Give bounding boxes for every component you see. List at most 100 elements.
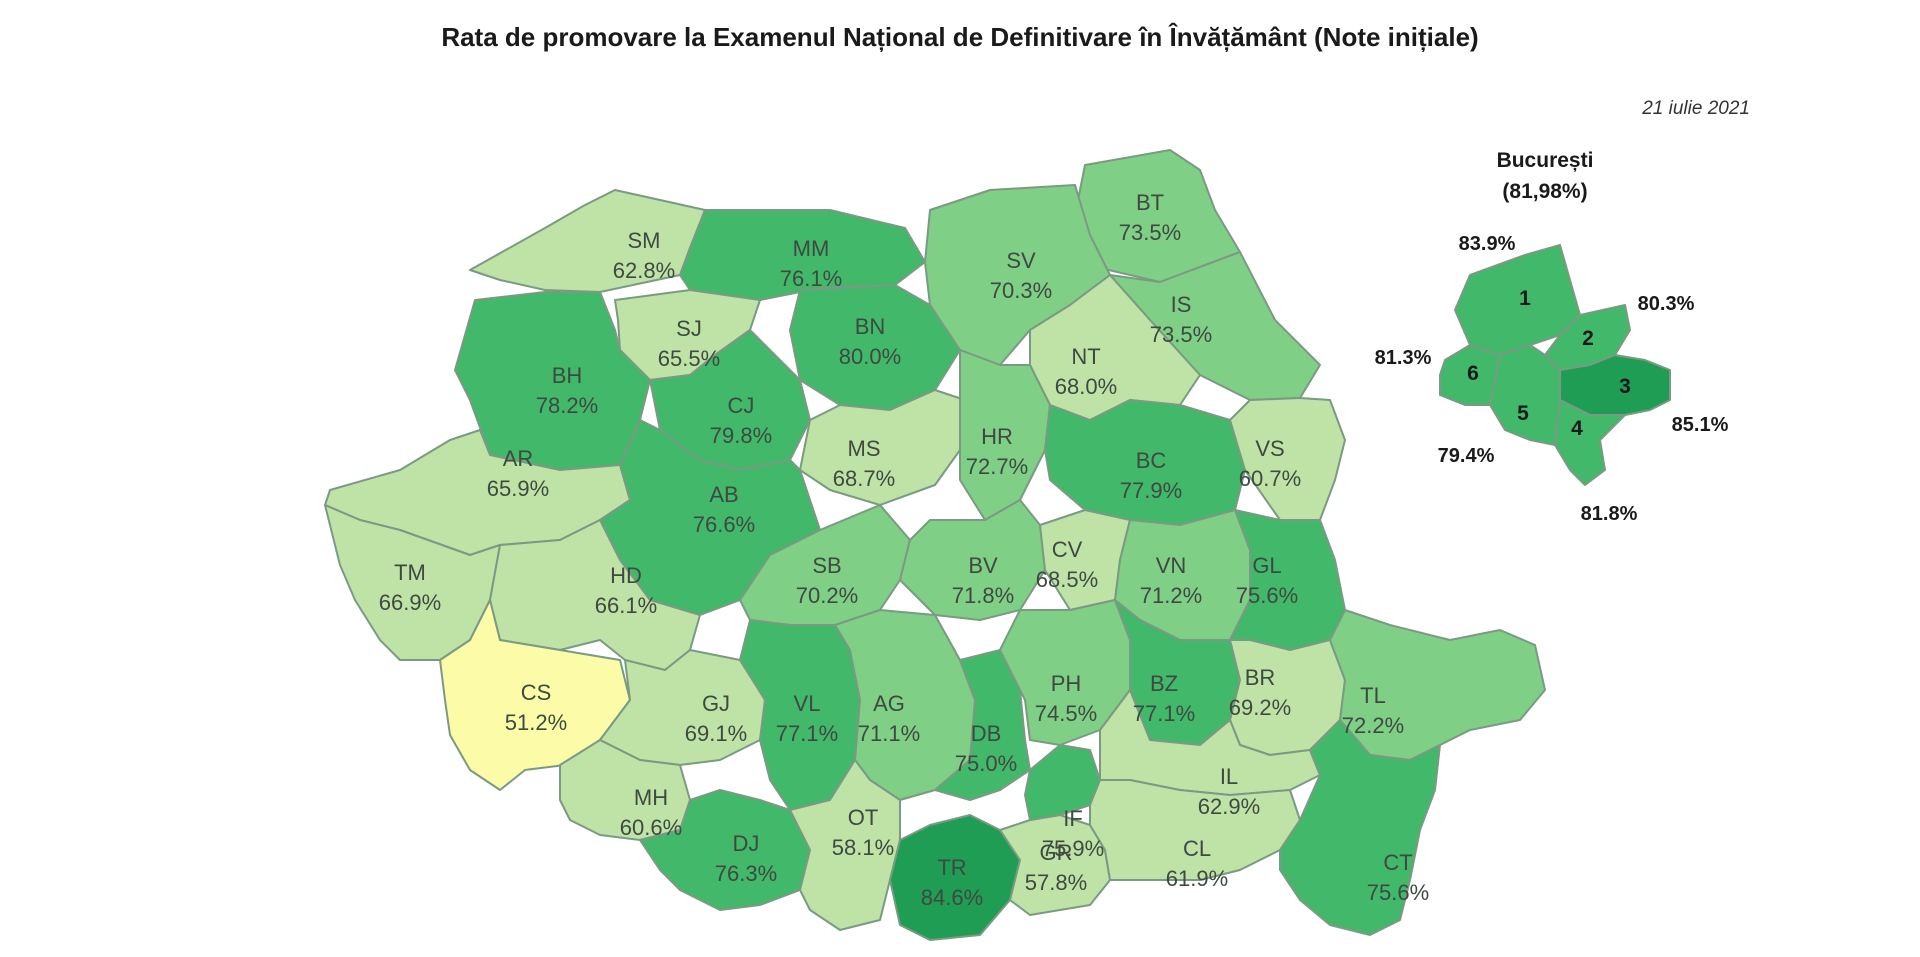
bucuresti-inset: București (81,98%) 1 83.9% 2 80.3% 3 85.1% 4 81.8… [1375, 149, 1729, 525]
county-vs [1229, 397, 1346, 521]
county-code-dj: DJ [733, 831, 760, 856]
county-code-ar: AR [503, 446, 534, 471]
county-value-mh: 60.6% [620, 815, 682, 840]
county-code-tr: TR [937, 855, 966, 880]
county-value-bh: 78.2% [536, 393, 598, 418]
sector-number-6: 6 [1467, 362, 1479, 385]
county-value-gl: 75.6% [1236, 583, 1298, 608]
sector-number-2: 2 [1582, 327, 1594, 350]
county-value-il: 62.9% [1198, 794, 1260, 819]
sector-number-4: 4 [1571, 417, 1583, 440]
bucuresti-name: București [1497, 149, 1594, 172]
county-value-bt: 73.5% [1119, 220, 1181, 245]
county-value-hr: 72.7% [966, 454, 1028, 479]
county-ct [1279, 719, 1441, 936]
county-hr [959, 349, 1051, 521]
county-code-is: IS [1171, 292, 1192, 317]
county-value-tr: 84.6% [921, 885, 983, 910]
county-code-sm: SM [628, 228, 661, 253]
county-value-ab: 76.6% [693, 512, 755, 537]
county-code-il: IL [1220, 764, 1238, 789]
county-value-gr: 57.8% [1025, 870, 1087, 895]
sector-value-1: 83.9% [1459, 233, 1516, 255]
sector-value-2: 80.3% [1638, 293, 1695, 315]
county-code-ag: AG [873, 691, 905, 716]
county-value-if: 75.9% [1042, 836, 1104, 861]
sector-value-6: 81.3% [1375, 347, 1432, 369]
county-code-mm: MM [793, 236, 830, 261]
county-code-bn: BN [855, 314, 886, 339]
county-value-hd: 66.1% [595, 593, 657, 618]
county-value-sm: 62.8% [613, 258, 675, 283]
county-value-ag: 71.1% [858, 721, 920, 746]
county-value-sj: 65.5% [658, 346, 720, 371]
county-value-cs: 51.2% [505, 710, 567, 735]
county-value-tl: 72.2% [1342, 713, 1404, 738]
map-date: 21 iulie 2021 [1642, 98, 1750, 119]
county-code-vl: VL [794, 691, 821, 716]
county-code-ab: AB [709, 482, 738, 507]
sector-6 [1439, 344, 1501, 406]
county-value-is: 73.5% [1150, 322, 1212, 347]
county-value-ot: 58.1% [832, 835, 894, 860]
county-code-db: DB [971, 721, 1002, 746]
county-value-ms: 68.7% [833, 466, 895, 491]
county-value-bn: 80.0% [839, 344, 901, 369]
sector-number-3: 3 [1619, 375, 1631, 398]
county-value-tm: 66.9% [379, 590, 441, 615]
county-code-gj: GJ [702, 691, 730, 716]
county-code-bt: BT [1136, 190, 1164, 215]
county-code-tm: TM [394, 560, 426, 585]
county-value-sb: 70.2% [796, 583, 858, 608]
county-value-vl: 77.1% [776, 721, 838, 746]
county-value-br: 69.2% [1229, 695, 1291, 720]
sector-5 [1489, 344, 1561, 446]
county-code-bz: BZ [1150, 671, 1178, 696]
county-labels: SM 62.8% MM 76.1% BT 73.5% SV 70.3% IS 73.5% SJ 65.… [379, 190, 1429, 910]
county-code-cj: CJ [728, 393, 755, 418]
county-code-vn: VN [1156, 553, 1187, 578]
sector-number-5: 5 [1517, 402, 1529, 425]
county-code-tl: TL [1360, 683, 1386, 708]
county-value-ph: 74.5% [1035, 701, 1097, 726]
county-code-ot: OT [848, 805, 879, 830]
county-code-bh: BH [552, 363, 583, 388]
county-code-sj: SJ [676, 316, 702, 341]
county-value-dj: 76.3% [715, 861, 777, 886]
county-code-ct: CT [1383, 850, 1412, 875]
county-value-db: 75.0% [955, 751, 1017, 776]
county-value-ct: 75.6% [1367, 880, 1429, 905]
county-code-cs: CS [521, 680, 552, 705]
sector-value-3: 85.1% [1672, 414, 1729, 436]
county-code-bc: BC [1136, 448, 1167, 473]
county-code-ph: PH [1051, 671, 1082, 696]
county-value-bv: 71.8% [952, 583, 1014, 608]
county-code-gl: GL [1252, 553, 1281, 578]
county-value-vs: 60.7% [1239, 466, 1301, 491]
county-cl [1089, 779, 1301, 881]
county-code-ms: MS [848, 436, 881, 461]
county-shapes [324, 149, 1546, 941]
county-code-gr: GR [1040, 840, 1073, 865]
county-code-nt: NT [1071, 344, 1100, 369]
county-code-br: BR [1245, 665, 1276, 690]
county-code-mh: MH [634, 785, 668, 810]
county-code-sv: SV [1006, 248, 1036, 273]
county-value-gj: 69.1% [685, 721, 747, 746]
sector-value-5: 79.4% [1438, 445, 1495, 467]
county-code-hd: HD [610, 563, 642, 588]
county-value-mm: 76.1% [780, 266, 842, 291]
county-value-vn: 71.2% [1140, 583, 1202, 608]
sector-number-1: 1 [1519, 287, 1531, 310]
county-code-if: IF [1063, 806, 1083, 831]
county-value-ar: 65.9% [487, 476, 549, 501]
sector-4 [1554, 399, 1626, 486]
county-value-bz: 77.1% [1133, 701, 1195, 726]
county-value-cv: 68.5% [1036, 567, 1098, 592]
county-value-cj: 79.8% [710, 423, 772, 448]
county-value-nt: 68.0% [1055, 374, 1117, 399]
county-code-cv: CV [1052, 537, 1083, 562]
map-title: Rata de promovare la Examenul Național d… [441, 22, 1479, 52]
county-code-sb: SB [812, 553, 841, 578]
